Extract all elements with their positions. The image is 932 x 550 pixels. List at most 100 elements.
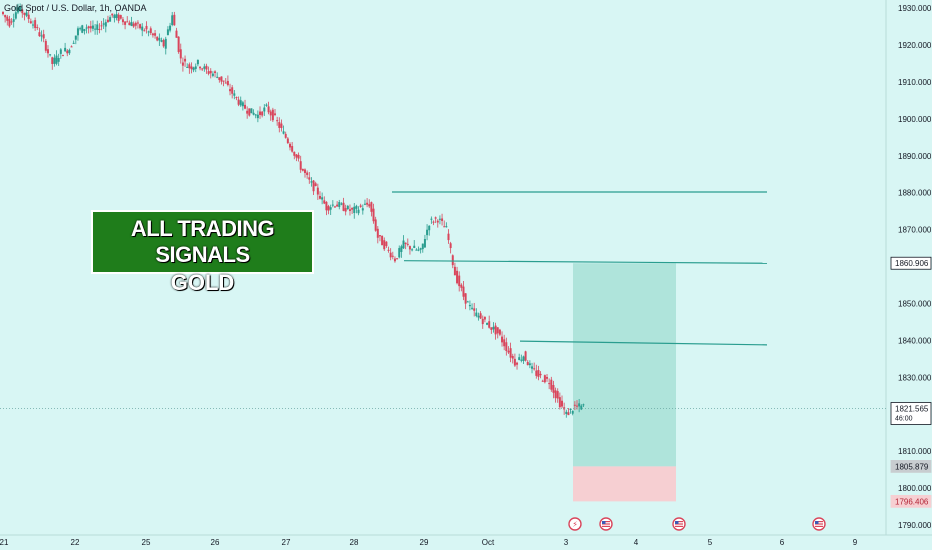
candle-body [417, 249, 420, 251]
candle-body [226, 80, 229, 86]
candle-body [252, 112, 255, 115]
warning-glyph: ⚡ [572, 520, 578, 529]
candle-body [143, 30, 146, 32]
candle-body [291, 146, 294, 152]
price-label-box [890, 256, 932, 270]
candle-body [196, 59, 199, 65]
candle-body [85, 27, 88, 29]
y-tick-label: 1870.000 [898, 226, 932, 235]
candle-body [490, 327, 493, 330]
price-label: 1796.406 [895, 497, 929, 506]
signal-banner: ALL TRADING SIGNALS GOLD [91, 210, 314, 295]
x-tick-label: 29 [420, 538, 429, 547]
candle-body [171, 15, 174, 25]
candle-body [537, 370, 540, 377]
us-flag-icon [599, 517, 613, 531]
candle-body [179, 49, 182, 59]
candle-body [209, 70, 212, 74]
candle-body [441, 218, 444, 221]
candle-body [203, 66, 206, 69]
candle-body [126, 21, 129, 23]
candle-body [456, 270, 459, 284]
candle-body [550, 379, 553, 390]
candle-body [218, 77, 221, 81]
candle-body [201, 68, 204, 70]
candle-body [434, 217, 437, 219]
candle-body [87, 26, 90, 29]
candle-body [513, 358, 516, 366]
chart-title: Gold Spot / U.S. Dollar, 1h, OANDA [4, 3, 147, 13]
candle-body [98, 28, 101, 31]
candle-body [511, 355, 514, 359]
candle-body [348, 209, 351, 211]
candle-body [297, 154, 300, 159]
candle-body [109, 17, 112, 22]
candle-body [106, 19, 109, 23]
candle-body [293, 151, 296, 156]
candle-body [501, 336, 504, 343]
y-tick-label: 1910.000 [898, 78, 932, 87]
candle-body [55, 55, 58, 64]
candle-body [220, 76, 223, 82]
candle-body [477, 315, 480, 318]
candle-body [578, 403, 581, 407]
banner-line-2: GOLD [170, 270, 235, 295]
candle-body [486, 323, 489, 325]
candle-body [576, 405, 578, 407]
candle-body [318, 196, 321, 199]
candle-body [381, 235, 384, 246]
us-flag-icon [672, 517, 686, 531]
y-tick-label: 1850.000 [898, 299, 932, 308]
candle-body [192, 67, 195, 71]
candle-body [518, 357, 521, 360]
candle-body [471, 307, 474, 309]
x-tick-label: 22 [71, 538, 80, 547]
candle-body [535, 370, 538, 376]
candle-body [333, 206, 336, 208]
candle-body [541, 380, 544, 382]
candle-body [27, 14, 30, 20]
flag-stripe [602, 523, 610, 525]
candle-body [539, 373, 542, 376]
candle-body [548, 383, 551, 385]
candle-body [453, 266, 456, 276]
candle-body [66, 50, 69, 54]
banner-line-1: ALL TRADING SIGNALS [130, 216, 275, 267]
candle-body [411, 249, 414, 251]
candle-body [12, 19, 15, 22]
candle-body [235, 97, 238, 99]
candle-body [338, 202, 341, 207]
candle-body [34, 20, 37, 29]
candle-body [81, 25, 84, 33]
candle-body [100, 25, 103, 27]
candle-body [263, 107, 266, 112]
candle-body [51, 57, 54, 64]
candle-body [567, 412, 570, 416]
candle-body [269, 111, 272, 116]
candle-body [336, 204, 339, 207]
candle-body [190, 66, 193, 70]
candle-body [241, 102, 244, 107]
candle-body [231, 87, 234, 94]
candle-body [188, 64, 191, 69]
candle-body [516, 362, 519, 365]
candle-body [169, 25, 172, 31]
candle-body [145, 25, 148, 30]
candle-body [128, 22, 131, 26]
candle-body [246, 110, 249, 114]
candle-body [8, 18, 11, 27]
candle-body [117, 14, 120, 21]
candle-body [79, 28, 82, 30]
price-label: 1805.879 [895, 462, 929, 471]
candle-body [524, 351, 527, 361]
candle-body [430, 218, 433, 220]
candle-body [398, 248, 401, 258]
candle-body [104, 22, 107, 27]
candle-body [160, 40, 163, 42]
candle-body [278, 122, 281, 128]
candle-body [479, 313, 482, 319]
candle-body [70, 46, 73, 48]
candle-body [158, 37, 161, 41]
candle-body [316, 187, 319, 195]
